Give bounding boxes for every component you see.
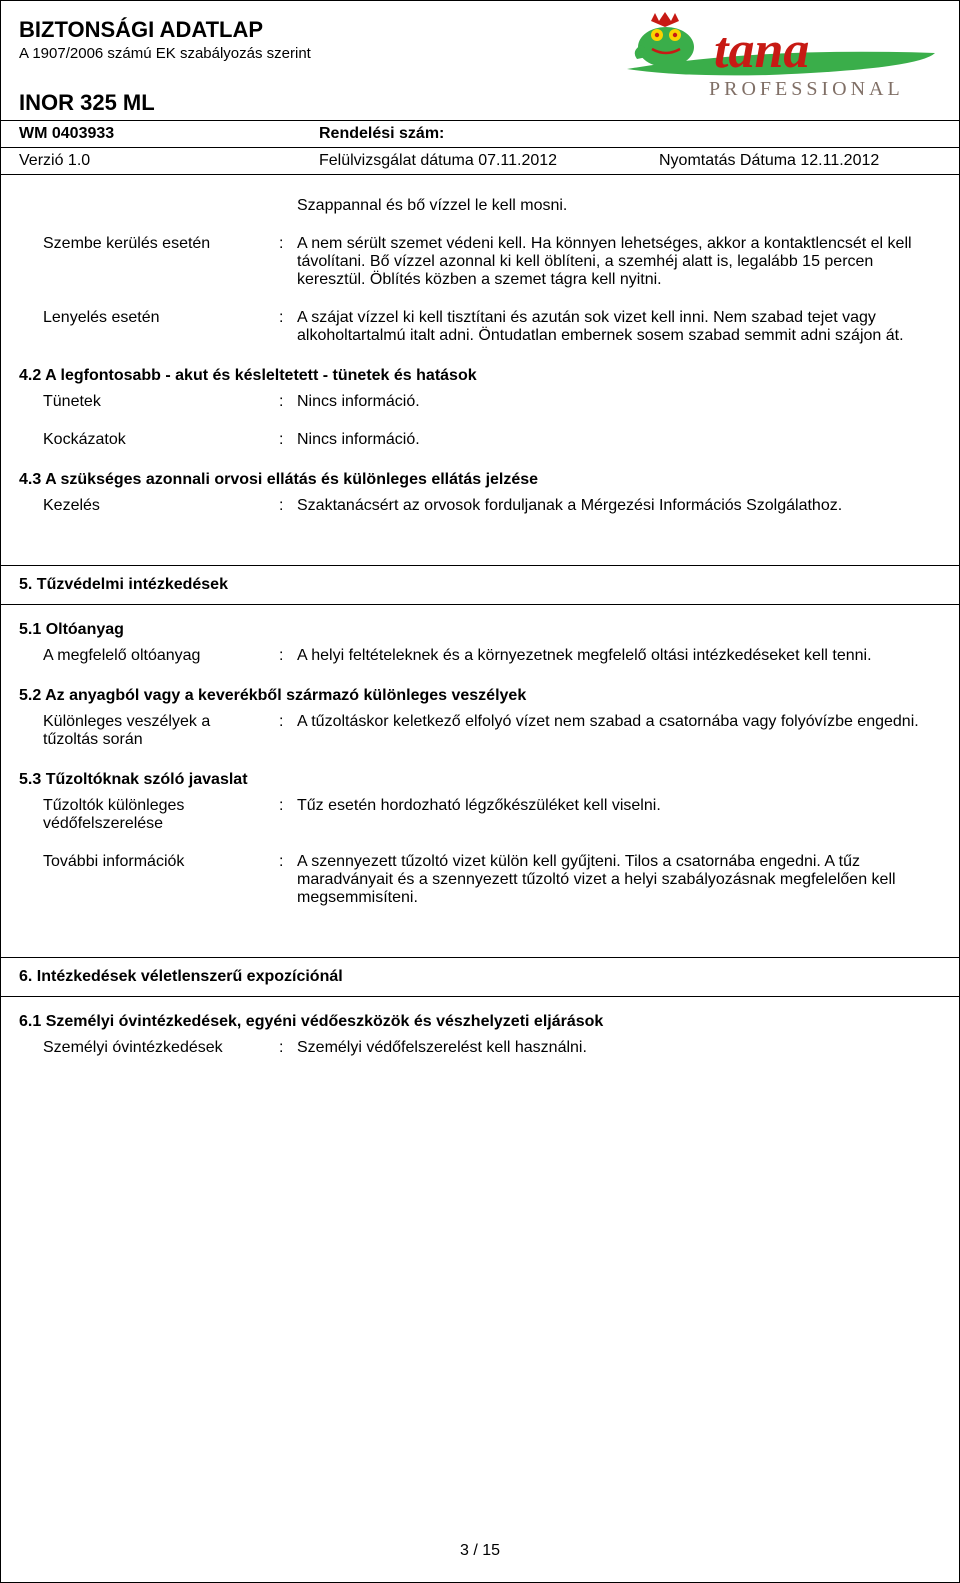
page-number: 3 / 15	[1, 1542, 959, 1560]
kv-label: Tünetek	[43, 393, 279, 411]
kv-row: Különleges veszélyek a tűzoltás során : …	[43, 713, 941, 749]
kv-colon: :	[279, 647, 297, 665]
kv-row: Tünetek : Nincs információ.	[43, 393, 941, 411]
page-border: BIZTONSÁGI ADATLAP A 1907/2006 számú EK …	[0, 0, 960, 1583]
section-5-heading: 5. Tűzvédelmi intézkedések	[1, 565, 959, 605]
document-header: BIZTONSÁGI ADATLAP A 1907/2006 számú EK …	[1, 1, 959, 72]
kv-colon: :	[279, 1039, 297, 1057]
section-6-1-heading: 6.1 Személyi óvintézkedések, egyéni védő…	[19, 1013, 941, 1031]
product-code: WM 0403933	[19, 125, 319, 143]
kv-label: Személyi óvintézkedések	[43, 1039, 279, 1057]
section-6-heading: 6. Intézkedések véletlenszerű expozíción…	[1, 957, 959, 997]
kv-row: Kockázatok : Nincs információ.	[43, 431, 941, 449]
meta-row-1: WM 0403933 Rendelési szám:	[1, 120, 959, 147]
section-5-1-heading: 5.1 Oltóanyag	[19, 621, 941, 639]
kv-label: A megfelelő oltóanyag	[43, 647, 279, 665]
kv-colon: :	[279, 853, 297, 907]
kv-value: A helyi feltételeknek és a környezetnek …	[297, 647, 941, 665]
kv-colon: :	[279, 797, 297, 833]
section-4-3-heading: 4.3 A szükséges azonnali orvosi ellátás …	[19, 471, 941, 489]
kv-value: A tűzoltáskor keletkező elfolyó vízet ne…	[297, 713, 941, 749]
kv-row: Szembe kerülés esetén : A nem sérült sze…	[43, 235, 941, 289]
kv-label: Kezelés	[43, 497, 279, 515]
kv-value: A szennyezett tűzoltó vizet külön kell g…	[297, 853, 941, 907]
kv-value: Nincs információ.	[297, 431, 941, 449]
kv-label: Különleges veszélyek a tűzoltás során	[43, 713, 279, 749]
kv-colon: :	[279, 235, 297, 289]
brand-logo: tana PROFESSIONAL	[619, 9, 939, 99]
intro-text: Szappannal és bő vízzel le kell mosni.	[297, 197, 941, 215]
section-4-2-heading: 4.2 A legfontosabb - akut és késleltetet…	[19, 367, 941, 385]
kv-value: Szaktanácsért az orvosok forduljanak a M…	[297, 497, 941, 515]
kv-label: Tűzoltók különleges védőfelszerelése	[43, 797, 279, 833]
kv-colon: :	[279, 713, 297, 749]
order-label: Rendelési szám:	[319, 125, 659, 143]
kv-value: Nincs információ.	[297, 393, 941, 411]
kv-row: Tűzoltók különleges védőfelszerelése : T…	[43, 797, 941, 833]
revision-date: Felülvizsgálat dátuma 07.11.2012	[319, 152, 659, 170]
svg-text:tana: tana	[714, 22, 809, 79]
kv-row: Személyi óvintézkedések : Személyi védőf…	[43, 1039, 941, 1057]
kv-label: További információk	[43, 853, 279, 907]
kv-row: További információk : A szennyezett tűzo…	[43, 853, 941, 907]
kv-label: Kockázatok	[43, 431, 279, 449]
meta-spacer	[659, 125, 941, 143]
print-date: Nyomtatás Dátuma 12.11.2012	[659, 152, 941, 170]
kv-row: Lenyelés esetén : A szájat vízzel ki kel…	[43, 309, 941, 345]
section-5-3-heading: 5.3 Tűzoltóknak szóló javaslat	[19, 771, 941, 789]
version: Verzió 1.0	[19, 152, 319, 170]
kv-colon: :	[279, 497, 297, 515]
section-5-2-heading: 5.2 Az anyagból vagy a keverékből szárma…	[19, 687, 941, 705]
kv-colon: :	[279, 393, 297, 411]
meta-row-2: Verzió 1.0 Felülvizsgálat dátuma 07.11.2…	[1, 147, 959, 175]
kv-row: Kezelés : Szaktanácsért az orvosok fordu…	[43, 497, 941, 515]
kv-value: Személyi védőfelszerelést kell használni…	[297, 1039, 941, 1057]
kv-colon: :	[279, 309, 297, 345]
content-area: Szappannal és bő vízzel le kell mosni. S…	[1, 175, 959, 1057]
kv-row: A megfelelő oltóanyag : A helyi feltétel…	[43, 647, 941, 665]
kv-label: Lenyelés esetén	[43, 309, 279, 345]
kv-value: Tűz esetén hordozható légzőkészüléket ke…	[297, 797, 941, 833]
svg-text:PROFESSIONAL: PROFESSIONAL	[709, 78, 904, 99]
tana-logo-icon: tana PROFESSIONAL	[619, 9, 939, 99]
kv-value: A nem sérült szemet védeni kell. Ha könn…	[297, 235, 941, 289]
kv-colon: :	[279, 431, 297, 449]
kv-value: A szájat vízzel ki kell tisztítani és az…	[297, 309, 941, 345]
kv-label: Szembe kerülés esetén	[43, 235, 279, 289]
